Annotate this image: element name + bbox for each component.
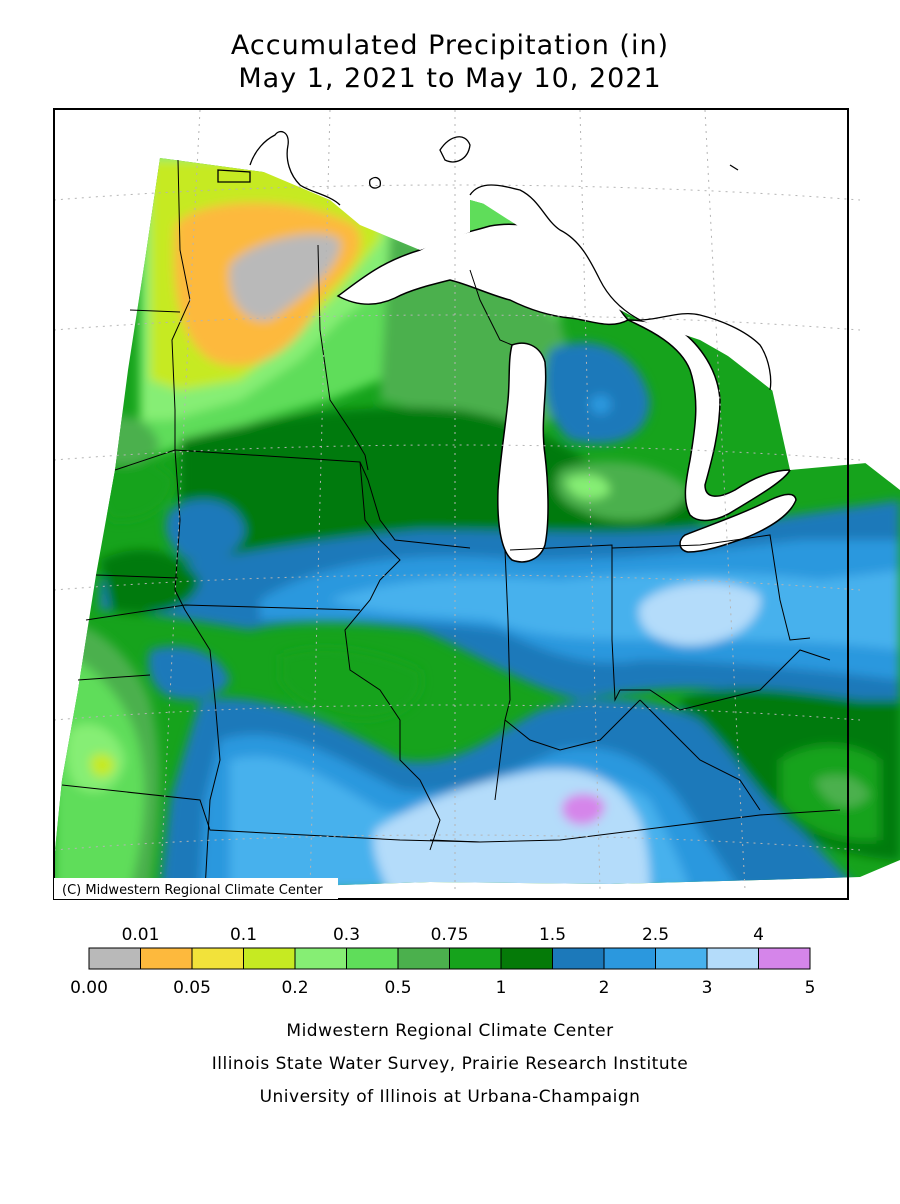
legend-swatch-13 [758,947,811,970]
color-legend: 0.01 0.1 0.3 0.75 1.5 2.5 4 0.00 0.05 0.2 0.5 1 2 3 5 [70,925,815,998]
legend-lower-label: 3 [702,978,713,998]
legend-lower-label: 0.5 [384,978,411,998]
legend-swatch-10 [603,947,656,970]
legend-swatch-12 [706,947,759,970]
legend-swatch-8 [500,947,553,970]
legend-lower-label: 5 [805,978,816,998]
legend-lower-label: 0.00 [70,978,108,998]
legend-swatch-7 [449,947,502,970]
legend-lower-label: 1 [496,978,507,998]
lake-erie [679,493,797,553]
legend-lower-label: 0.05 [173,978,211,998]
legend-swatch-4 [294,947,347,970]
legend-upper-label: 4 [753,925,764,945]
map-date-range: May 1, 2021 to May 10, 2021 [238,63,662,94]
legend-upper-label: 0.3 [333,925,360,945]
map-frame [53,108,849,900]
legend-upper-label: 0.01 [122,925,160,945]
legend-lower-label: 0.2 [281,978,308,998]
legend-upper-label: 0.75 [431,925,469,945]
legend-swatch-9 [552,947,605,970]
credit-uiuc: University of Illinois at Urbana-Champai… [259,1087,641,1107]
lake-huron [627,319,792,522]
copyright-box [54,878,338,899]
legend-swatch-6 [397,947,450,970]
credit-mrcc: Midwestern Regional Climate Center [286,1021,614,1041]
legend-swatch-1 [140,947,193,970]
legend-swatch-11 [655,947,708,970]
legend-upper-label: 1.5 [539,925,566,945]
legend-lower-label: 2 [599,978,610,998]
map-title: Accumulated Precipitation (in) [230,30,670,61]
canada-area [160,120,900,470]
state-borders [61,159,841,891]
legend-upper-label: 2.5 [642,925,669,945]
legend-swatch-0 [88,947,141,970]
credit-isws: Illinois State Water Survey, Prairie Res… [211,1054,689,1074]
lake-michigan [497,342,549,563]
legend-upper-label: 0.1 [230,925,257,945]
legend-swatch-5 [346,947,399,970]
legend-swatch-2 [191,947,244,970]
canada-coastline [217,131,772,391]
copyright-text: (C) Midwestern Regional Climate Center [62,883,323,898]
legend-swatch-3 [243,947,296,970]
